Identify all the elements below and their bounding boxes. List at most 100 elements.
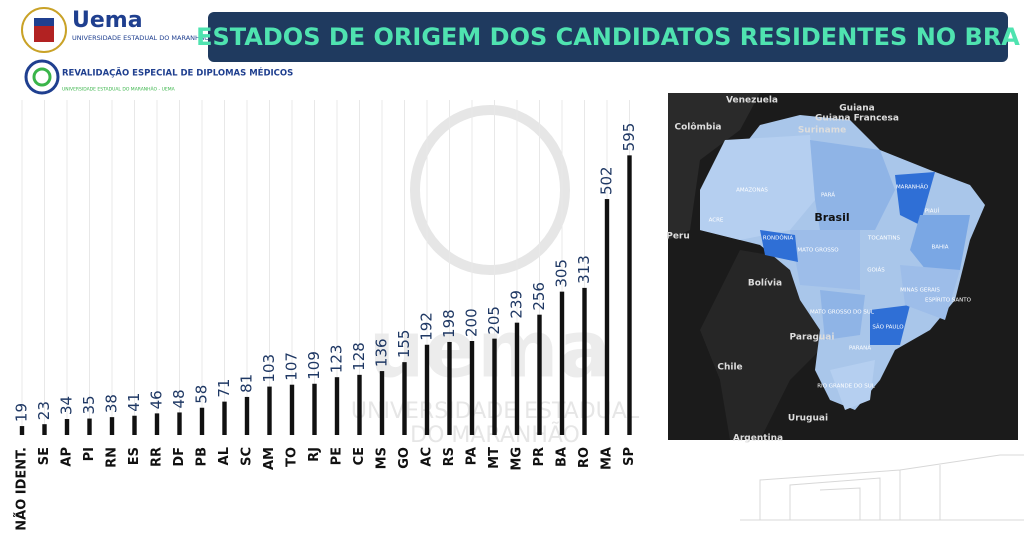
value-label: 38 (103, 394, 121, 413)
bar (64, 419, 70, 435)
bar (244, 396, 250, 435)
bar (627, 155, 632, 435)
value-label: 71 (215, 379, 233, 398)
value-label: 19 (13, 403, 31, 422)
bar (402, 362, 407, 435)
value-label: 200 (463, 308, 481, 337)
value-label: 48 (170, 389, 188, 408)
bar (199, 407, 205, 435)
state-region (820, 290, 865, 340)
category-label: PE (330, 447, 345, 465)
value-label: 123 (328, 345, 346, 374)
state-label: ESPÍRITO SANTO (925, 297, 972, 304)
bar (537, 314, 542, 435)
state-label: MARANHÃO (896, 184, 929, 191)
state-label: PARANÁ (849, 345, 871, 352)
category-label: MT (487, 447, 502, 469)
logo-shield-top (34, 18, 54, 26)
value-label: 305 (553, 259, 571, 288)
value-label: 256 (530, 282, 548, 311)
state-region (790, 230, 860, 290)
value-label: 23 (35, 401, 53, 420)
value-label: 192 (418, 312, 436, 341)
category-label: RS (442, 447, 457, 466)
bar (582, 287, 587, 435)
category-label: RR (150, 447, 165, 467)
value-label: 198 (440, 309, 458, 338)
category-label: AC (420, 447, 435, 467)
category-label: DF (172, 447, 187, 467)
value-label: 595 (620, 123, 638, 152)
bar (19, 426, 25, 435)
state-region (700, 135, 815, 240)
country-label: Guiana Francesa (815, 114, 899, 124)
country-label: Peru (666, 232, 690, 242)
category-label: RO (577, 447, 592, 468)
title-box (208, 12, 1008, 62)
bar (42, 424, 47, 435)
bar (514, 322, 520, 435)
category-label: GO (397, 447, 412, 469)
country-label: Chile (717, 363, 742, 373)
state-label: TOCANTINS (867, 236, 901, 242)
state-region (830, 360, 875, 410)
state-label: BAHIA (931, 245, 948, 251)
value-label: 107 (283, 352, 301, 381)
value-label: 34 (58, 396, 76, 415)
bar (312, 383, 317, 435)
category-label: SC (240, 447, 255, 466)
state-label: GOIÁS (867, 267, 885, 274)
watermark-seal (410, 105, 570, 275)
state-label: SÃO PAULO (872, 324, 904, 331)
logo-name: Uema (72, 8, 143, 33)
category-label: PA (465, 447, 480, 465)
state-region (810, 140, 895, 230)
category-label: MS (375, 447, 390, 469)
bar (379, 371, 385, 435)
value-label: 103 (260, 354, 278, 383)
state-label: PARÁ (821, 192, 835, 199)
country-label: Paraguai (790, 333, 835, 343)
value-label: 35 (80, 395, 98, 414)
program-icon-inner (32, 67, 52, 87)
bar (87, 418, 92, 435)
watermark: uema UNIVERSIDADE ESTADUAL DO MARANHÃO (351, 105, 640, 448)
category-label: SE (37, 447, 52, 465)
category-label: MG (510, 447, 525, 471)
logo-program: REVALIDAÇÃO ESPECIAL DE DIPLOMAS MÉDICOS… (24, 59, 293, 95)
state-label: PIAUÍ (925, 208, 940, 215)
category-label: MA (600, 447, 615, 470)
bar-chart: 19 NÃO IDENT. 23 SE 34 AP 35 PI 38 RN 41 ES 46 RR 48 DF… (13, 100, 638, 531)
land (700, 250, 830, 440)
bar (492, 338, 497, 435)
category-label: PR (532, 447, 547, 467)
category-label: AM (262, 447, 277, 470)
bar (154, 413, 160, 435)
category-label: ES (127, 447, 142, 465)
bar (267, 386, 272, 435)
program-subtitle: UNIVERSIDADE ESTADUAL DO MARANHÃO - UEMA (62, 86, 176, 93)
bar (222, 401, 227, 435)
state-label: AMAZONAS (736, 188, 768, 194)
state-region (895, 172, 935, 225)
value-label: 239 (508, 290, 526, 319)
value-label: 205 (485, 306, 503, 335)
state-region (760, 230, 798, 262)
country-label: Brasil (814, 211, 849, 224)
value-label: 136 (373, 338, 391, 367)
bar (447, 341, 452, 435)
category-label: PB (195, 447, 210, 466)
value-label: 109 (305, 351, 323, 380)
category-label: PI (82, 447, 97, 461)
state-label: MATO GROSSO DO SUL (810, 310, 875, 316)
bar (469, 341, 475, 435)
value-label: 313 (575, 255, 593, 284)
logo-uema: Uema UNIVERSIDADE ESTADUAL DO MARANHÃO (21, 7, 209, 53)
bar (132, 415, 137, 435)
category-label: RJ (307, 447, 322, 462)
state-region (870, 305, 910, 345)
country-label: Guiana (839, 104, 874, 114)
state-label: MINAS GERAIS (900, 288, 940, 294)
state-region (910, 215, 970, 275)
country-label: Colômbia (674, 122, 721, 133)
